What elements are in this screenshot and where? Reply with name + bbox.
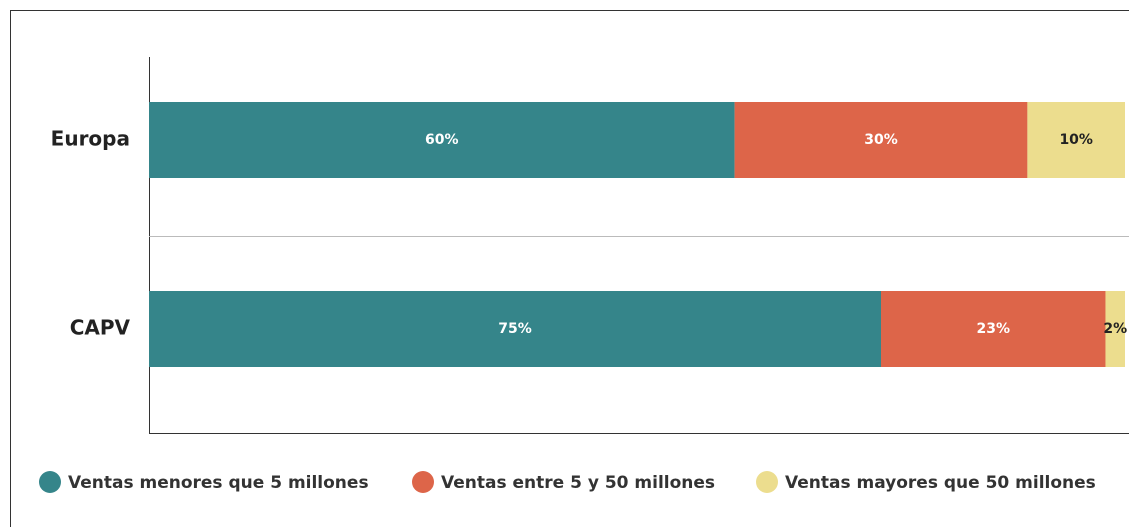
legend-marker — [756, 471, 778, 493]
legend-label: Ventas mayores que 50 millones — [785, 473, 1096, 493]
bar-segment — [149, 102, 735, 178]
frame — [10, 10, 1129, 527]
legend-label: Ventas entre 5 y 50 millones — [441, 473, 715, 493]
bar-segment — [1105, 291, 1125, 367]
legend-marker — [39, 471, 61, 493]
bar-segment — [734, 102, 1028, 178]
bar-segment — [1027, 102, 1125, 178]
data-label: 23% — [976, 321, 1010, 337]
data-label: 2% — [1103, 321, 1127, 337]
category-label: Europa — [51, 127, 130, 151]
data-label: 30% — [864, 132, 898, 148]
legend-label: Ventas menores que 5 millones — [68, 473, 369, 493]
data-label: 10% — [1059, 132, 1093, 148]
bar-segment — [149, 291, 881, 367]
legend-marker — [412, 471, 434, 493]
data-label: 75% — [498, 321, 532, 337]
category-label: CAPV — [70, 316, 131, 340]
data-label: 60% — [425, 132, 459, 148]
bar-segment — [881, 291, 1106, 367]
